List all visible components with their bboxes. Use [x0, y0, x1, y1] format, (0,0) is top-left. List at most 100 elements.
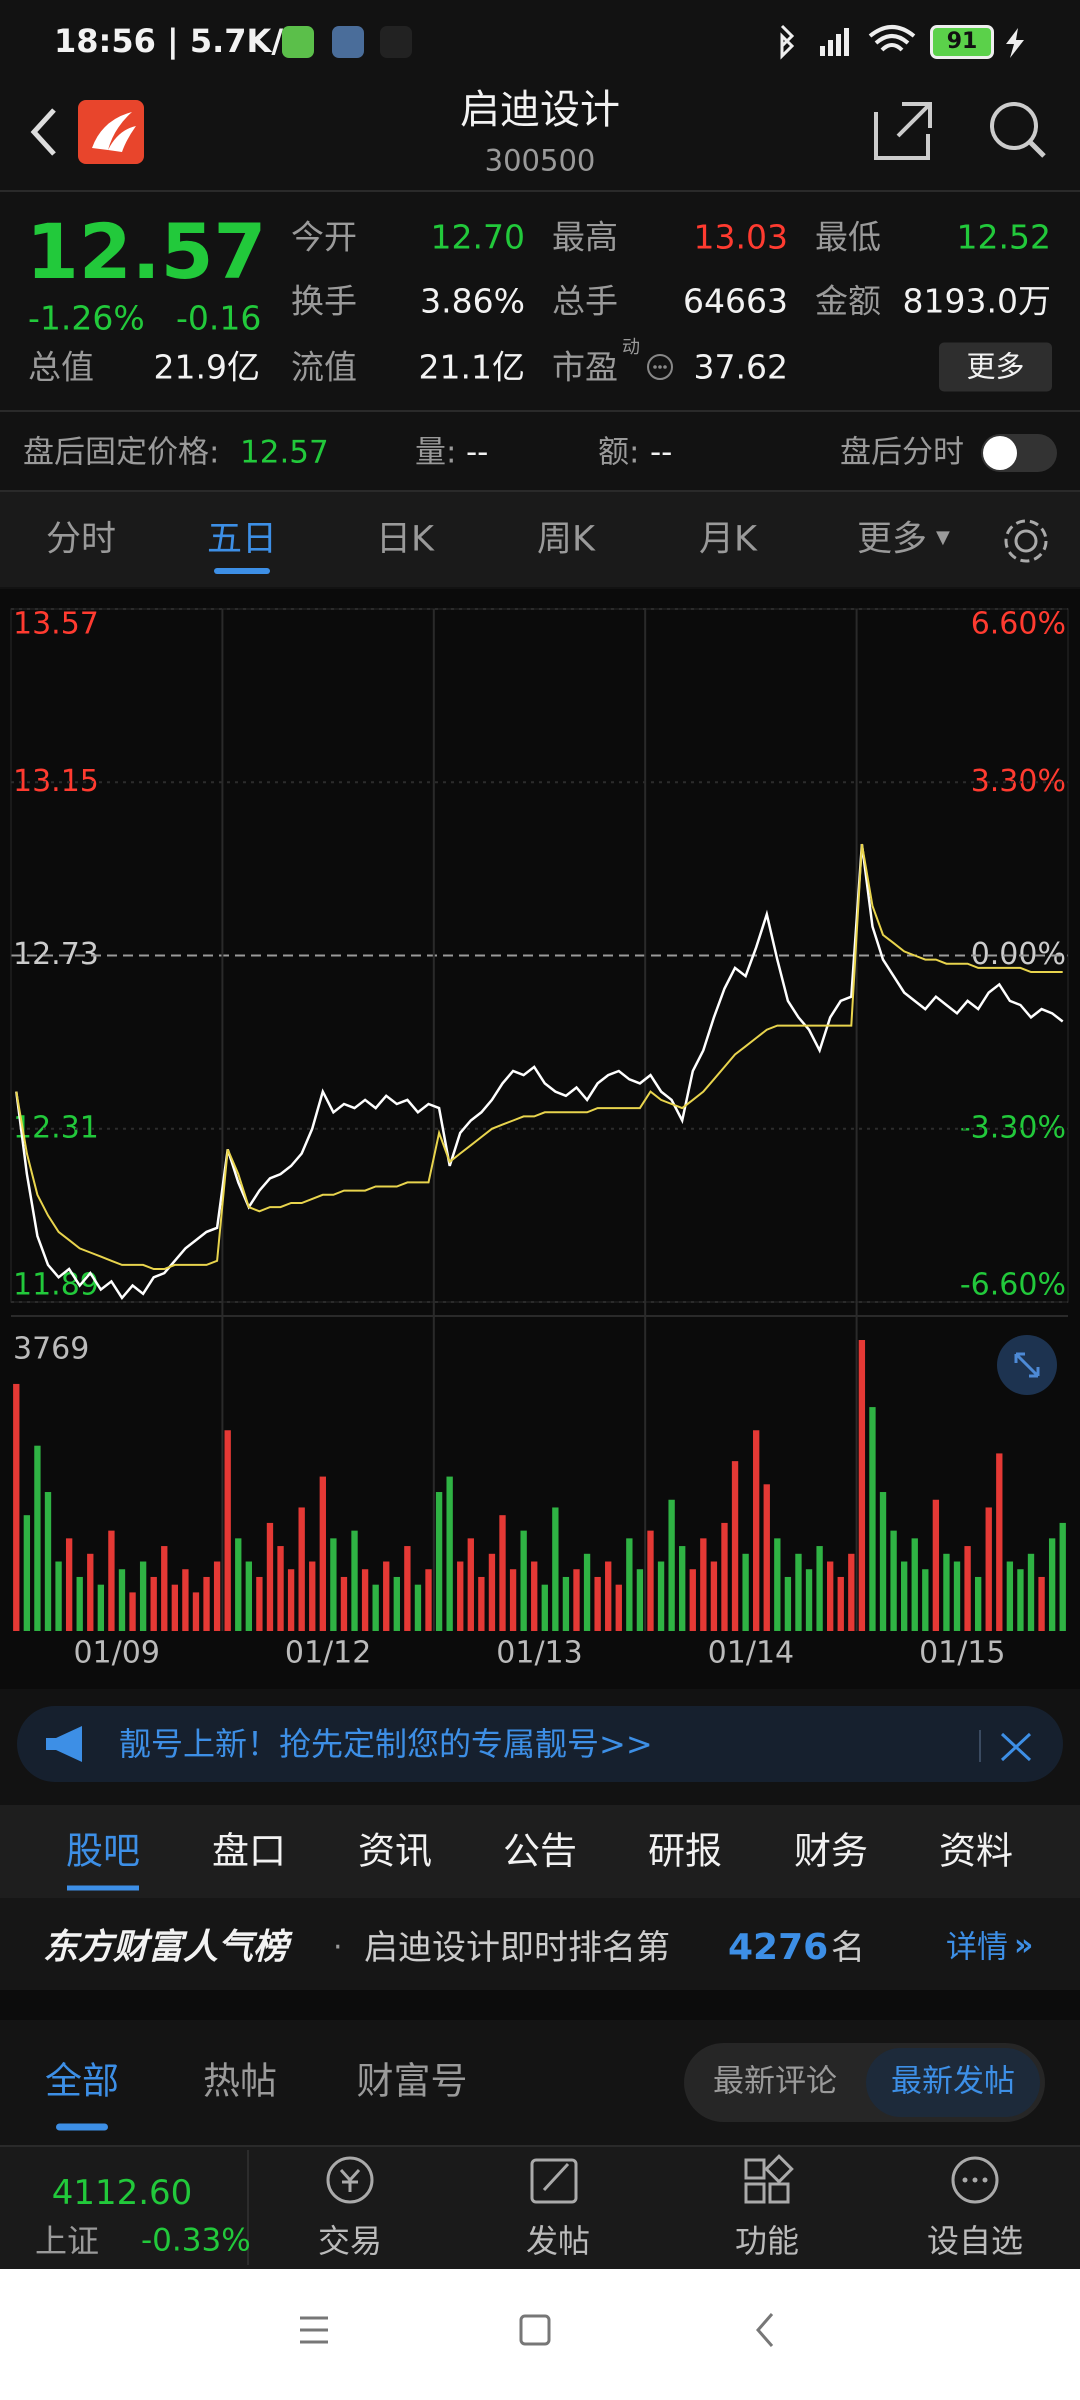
volume-bar: [626, 1538, 633, 1631]
volume-bar: [679, 1546, 686, 1631]
status-signal: [780, 24, 916, 60]
volume-bar: [731, 1461, 739, 1631]
period-tab[interactable]: 分时: [45, 519, 117, 560]
volume-bar: [1048, 1538, 1056, 1631]
bottom-item[interactable]: 交易: [317, 2222, 383, 2260]
volume-bar: [478, 1576, 485, 1631]
ah-chart-label: 盘后分时: [840, 434, 964, 471]
search-icon[interactable]: [990, 102, 1038, 150]
back-button[interactable]: [756, 2313, 774, 2347]
menu-button[interactable]: [300, 2316, 328, 2344]
post-tab[interactable]: 全部: [45, 2059, 119, 2103]
volume-bar: [277, 1546, 284, 1631]
volume-bar: [890, 1530, 897, 1631]
share-icon[interactable]: [874, 102, 932, 160]
average-line: [15, 843, 1063, 1270]
sort-option[interactable]: 最新发帖: [891, 2063, 1015, 2100]
x-tick-label: 01/14: [708, 1636, 794, 1671]
field-label: 流值: [291, 347, 357, 387]
post-tab[interactable]: 财富号: [356, 2059, 468, 2103]
pe-info-icon[interactable]: [645, 352, 675, 382]
x-tick-label: 01/15: [919, 1636, 1005, 1671]
period-tab[interactable]: 月K: [699, 519, 757, 560]
volume-bar: [753, 1430, 760, 1631]
more-button[interactable]: 更多: [939, 342, 1052, 392]
volume-bar: [55, 1561, 62, 1631]
bottom-item[interactable]: 设自选: [926, 2222, 1024, 2260]
volume-bar: [457, 1561, 464, 1631]
volume-bar: [1059, 1522, 1066, 1631]
bottom-item[interactable]: 发帖: [525, 2222, 591, 2260]
volume-bar: [974, 1576, 982, 1631]
status-time: 18:56 | 5.7K/s: [54, 22, 303, 60]
volume-bar: [44, 1492, 52, 1631]
ranking-link[interactable]: 详情: [946, 1929, 1008, 1966]
volume-bar: [858, 1340, 866, 1631]
volume-tick-label: 3769: [13, 1332, 89, 1367]
section-tab[interactable]: 公告: [503, 1829, 577, 1873]
volume-bar: [636, 1569, 644, 1631]
post-tab[interactable]: 热帖: [203, 2059, 277, 2103]
banner[interactable]: [17, 1706, 1063, 1782]
header-left: [30, 100, 144, 164]
volume-bar: [594, 1576, 601, 1631]
stock-code: 300500: [484, 143, 596, 178]
ah-toggle[interactable]: [981, 434, 1057, 472]
section-tab[interactable]: 研报: [648, 1829, 722, 1873]
volume-bar: [309, 1561, 316, 1631]
settings-icon[interactable]: [1000, 515, 1052, 567]
section-tab[interactable]: 股吧: [66, 1829, 140, 1873]
battery: 91: [930, 25, 994, 59]
section-tab[interactable]: 资讯: [358, 1829, 432, 1873]
section-tab[interactable]: 资料: [939, 1829, 1013, 1873]
back-icon[interactable]: [30, 108, 56, 156]
volume-bar: [848, 1553, 855, 1631]
field-label: 总手: [552, 281, 618, 321]
period-tab[interactable]: 日K: [376, 519, 434, 560]
volume-bar: [700, 1538, 707, 1631]
last-price: 12.57: [26, 207, 267, 296]
volume-bar: [13, 1383, 20, 1631]
bottom-item[interactable]: 功能: [734, 2222, 800, 2260]
volume-bar: [795, 1553, 802, 1631]
period-tab[interactable]: 周K: [537, 519, 595, 560]
y2-tick-label: -6.60%: [960, 1268, 1066, 1303]
y-tick-label: 13.57: [13, 607, 99, 642]
status-icons: [282, 26, 412, 58]
volume-bar: [87, 1553, 94, 1631]
period-tab[interactable]: 五日: [206, 519, 278, 560]
index-value[interactable]: 4112.60: [51, 2173, 193, 2213]
index-change: -0.33%: [141, 2222, 251, 2259]
volume-bar: [1006, 1561, 1014, 1631]
ranking-brand: 东方财富人气榜: [43, 1927, 289, 1968]
header-actions: [874, 102, 1046, 160]
volume-bar: [182, 1569, 189, 1631]
ranking-row[interactable]: [0, 1898, 1080, 1990]
volume-bar: [34, 1445, 41, 1631]
volume-bar: [509, 1569, 517, 1631]
ah-value: --: [650, 434, 673, 471]
x-tick-label: 01/09: [73, 1636, 159, 1671]
volume-bar: [996, 1453, 1003, 1631]
field-label: 市盈: [552, 347, 618, 387]
field-value: 8193.0万: [902, 281, 1051, 321]
section-tab[interactable]: 财务: [794, 1829, 868, 1873]
field-value: 37.62: [693, 347, 788, 387]
divider: [0, 490, 1080, 492]
period-tab[interactable]: 更多: [856, 519, 928, 560]
y2-tick-label: 0.00%: [971, 937, 1066, 972]
volume-bar: [192, 1592, 200, 1631]
ranking-rank: 4276: [728, 1927, 829, 1968]
banner-text[interactable]: 靓号上新！抢先定制您的专属靓号>>: [119, 1725, 653, 1763]
volume-bar: [879, 1492, 887, 1631]
volume-bar: [943, 1553, 950, 1631]
volume-bar: [330, 1538, 337, 1631]
volume-bar: [742, 1553, 749, 1631]
close-icon[interactable]: [978, 1726, 1038, 1766]
sort-option[interactable]: 最新评论: [713, 2063, 837, 2100]
volume-bar: [139, 1561, 147, 1631]
change-pct: -1.26%: [28, 298, 145, 338]
section-tab[interactable]: 盘口: [212, 1829, 286, 1873]
volume-bar: [573, 1569, 580, 1631]
home-button[interactable]: [519, 2314, 551, 2346]
